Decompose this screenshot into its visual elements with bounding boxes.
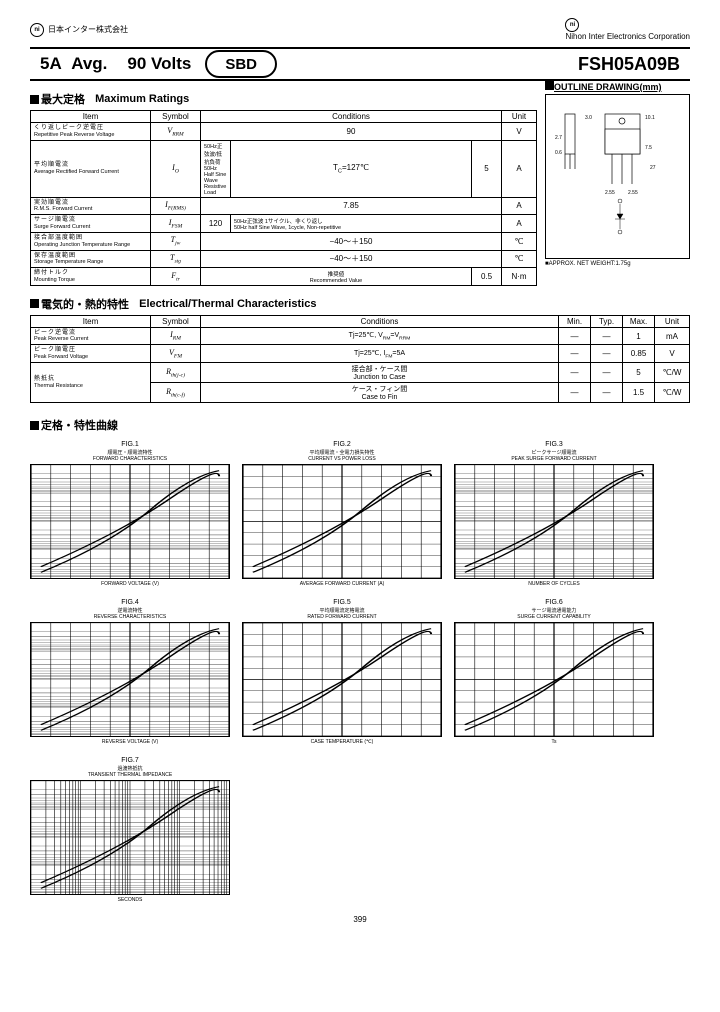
svg-text:27: 27	[650, 165, 656, 171]
svg-text:0.6: 0.6	[555, 150, 562, 156]
svg-text:2.7: 2.7	[555, 135, 562, 141]
current-rating: 5A Avg.	[30, 54, 117, 74]
charts-container: FIG.1 順電圧・順電流特性FORWARD CHARACTERISTICS F…	[30, 441, 690, 905]
chart-fig: FIG.2 平均順電流・全電力損失特性CURRENT VS POWER LOSS…	[242, 441, 442, 589]
outline-weight: ■APPROX. NET WEIGHT:1.75g	[545, 261, 690, 267]
page-number: 399	[30, 915, 690, 924]
section-max-ratings: 最大定格 Maximum Ratings	[30, 91, 537, 107]
chart-fig: FIG.5 平均順電流定格電流RATED FORWARD CURRENT CAS…	[242, 599, 442, 747]
logo-icon: ni	[30, 23, 44, 37]
svg-text:2.55: 2.55	[628, 190, 638, 196]
chart-fig: FIG.6 サージ電流通電能力SURGE CURRENT CAPABILITY …	[454, 599, 654, 747]
part-number: FSH05A09B	[568, 54, 690, 75]
svg-text:10.1: 10.1	[645, 115, 655, 121]
svg-text:2.55: 2.55	[605, 190, 615, 196]
title-bar: 5A Avg. 90 Volts SBD FSH05A09B	[30, 47, 690, 81]
svg-text:3.0: 3.0	[585, 115, 592, 121]
company-jp: 日本インター株式会社	[48, 24, 128, 35]
section-curves: 定格・特性曲線	[30, 417, 690, 433]
page-header: ni 日本インター株式会社 ni Nihon Inter Electronics…	[30, 18, 690, 41]
svg-text:7.5: 7.5	[645, 145, 652, 151]
outline-drawing: 3.0 10.1 7.5 2.7 0.6 2.55 2.55 27	[545, 94, 690, 259]
elec-thermal-table: Item Symbol Conditions Min. Typ. Max. Un…	[30, 315, 690, 403]
max-ratings-table: Item Symbol Conditions Unit くり返しピーク逆電圧Re…	[30, 110, 537, 286]
chart-fig: FIG.4 逆電流特性REVERSE CHARACTERISTICS REVER…	[30, 599, 230, 747]
chart-fig: FIG.3 ピークサージ順電流PEAK SURGE FORWARD CURREN…	[454, 441, 654, 589]
chart-fig: FIG.7 過渡熱抵抗TRANSIENT THERMAL IMPEDANCE S…	[30, 757, 230, 905]
type-badge: SBD	[205, 50, 277, 78]
voltage-rating: 90 Volts	[117, 54, 201, 74]
company-en: Nihon Inter Electronics Corporation	[565, 32, 690, 41]
logo-icon-right: ni	[565, 18, 579, 32]
chart-fig: FIG.1 順電圧・順電流特性FORWARD CHARACTERISTICS F…	[30, 441, 230, 589]
outline-title: OUTLINE DRAWING(mm)	[545, 81, 690, 92]
section-elec-thermal: 電気的・熱的特性 Electrical/Thermal Characterist…	[30, 296, 690, 312]
